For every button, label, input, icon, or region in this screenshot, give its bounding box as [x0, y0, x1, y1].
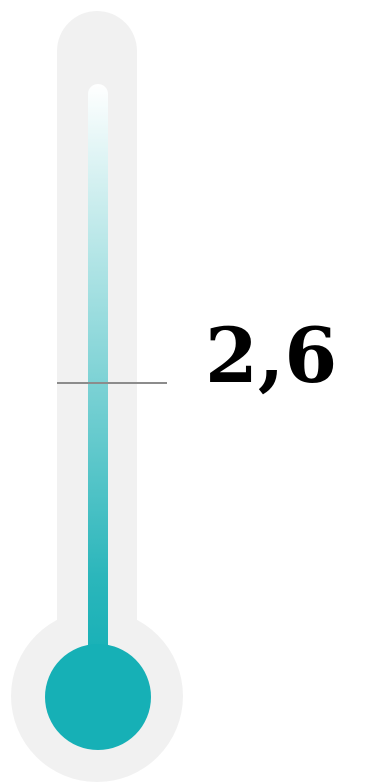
thermometer-bulb	[45, 644, 151, 750]
value-marker-line	[57, 382, 167, 384]
thermometer-liquid-column	[88, 84, 108, 664]
value-label: 2,6	[205, 311, 338, 400]
